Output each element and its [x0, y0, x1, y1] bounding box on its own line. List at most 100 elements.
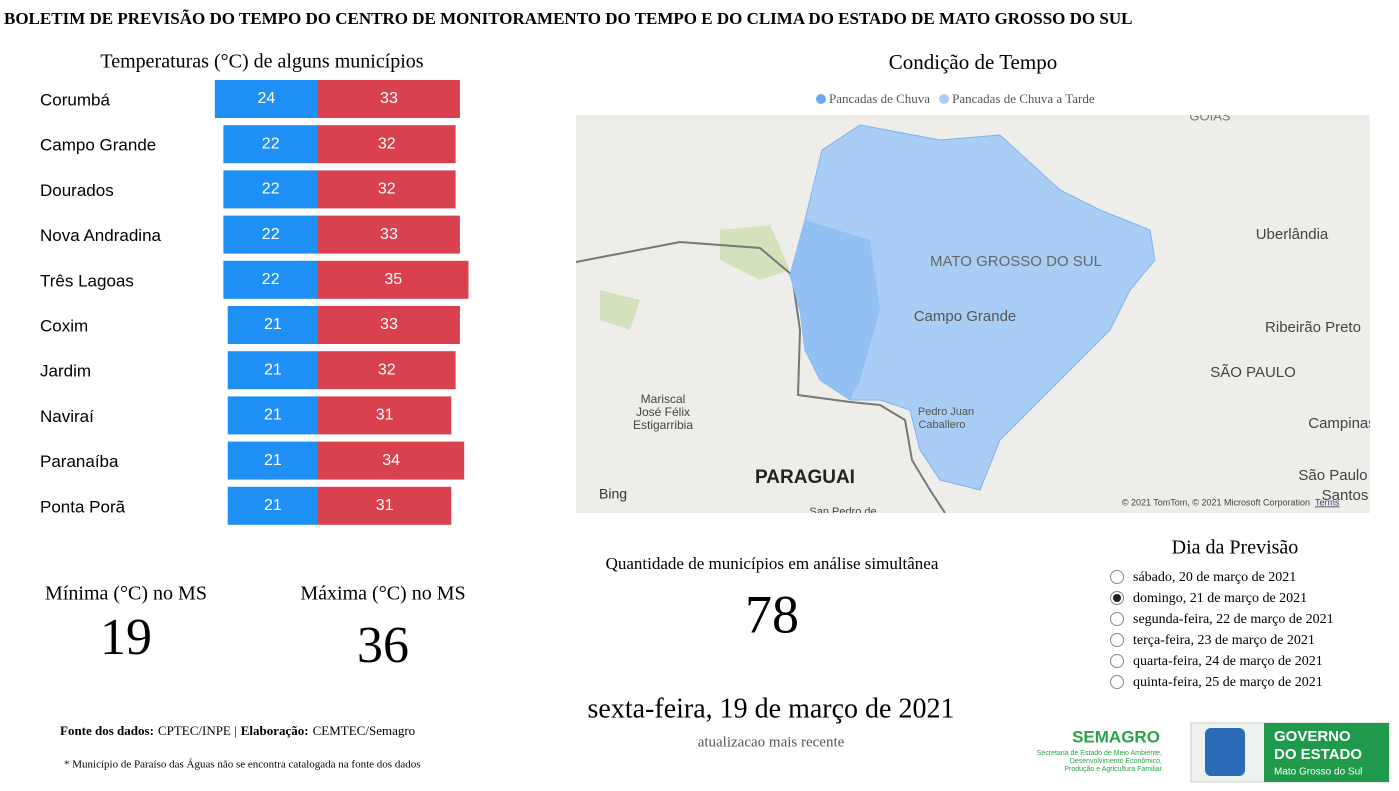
- min-label: 24: [258, 90, 276, 107]
- max-bar: [318, 351, 456, 390]
- min-bar: [223, 215, 318, 254]
- max-label: 32: [378, 181, 396, 198]
- min-label: 22: [262, 226, 280, 243]
- max-label: 34: [382, 452, 400, 469]
- category-label: Corumbá: [40, 90, 110, 109]
- category-label: Jardim: [40, 362, 91, 381]
- legend-dot: [939, 94, 950, 104]
- min-label: 21: [264, 452, 282, 469]
- radio[interactable]: [1110, 675, 1124, 689]
- min-label: 21: [264, 361, 282, 378]
- page-title: BOLETIM DE PREVISÃO DO TEMPO DO CENTRO D…: [4, 9, 1132, 28]
- min-label: 22: [262, 135, 280, 152]
- radio[interactable]: [1110, 633, 1124, 647]
- max-label: 35: [384, 271, 402, 288]
- max-label: 32: [378, 361, 396, 378]
- radio[interactable]: [1110, 612, 1124, 626]
- ms-region: [790, 220, 880, 400]
- max-bar: [318, 486, 452, 525]
- map-label: Pedro Juan: [918, 406, 974, 418]
- max-bar: [318, 441, 465, 480]
- category-label: Paranaíba: [40, 452, 119, 471]
- min-label: 21: [264, 497, 282, 514]
- max-label: 33: [380, 226, 398, 243]
- source-part: Elaboração:: [241, 723, 309, 738]
- semagro-sub: Desenvolvimento Econômico,: [1070, 758, 1162, 765]
- map-green: [600, 225, 790, 330]
- min-bar: [227, 351, 318, 390]
- map-label: São Paulo: [1298, 467, 1367, 484]
- map-label: Caballero: [918, 419, 965, 431]
- legend-label: Pancadas de Chuva a Tarde: [952, 91, 1095, 106]
- max-bar: [318, 260, 469, 299]
- source-part: CPTEC/INPE |: [158, 723, 237, 738]
- map-label: Estigarribia: [633, 418, 693, 432]
- min-bar: [214, 80, 318, 118]
- source-part: Fonte dos dados:: [60, 723, 154, 738]
- max-bar: [318, 215, 460, 254]
- border: [576, 240, 946, 513]
- map-label: Mariscal: [641, 392, 686, 406]
- radio-label[interactable]: terça-feira, 23 de março de 2021: [1133, 633, 1315, 648]
- map-label: SÃO PAULO: [1210, 364, 1296, 381]
- attribution: © 2021 TomTom, © 2021 Microsoft Corporat…: [1122, 497, 1310, 507]
- map-label: PARAGUAI: [755, 467, 855, 488]
- radio-label[interactable]: segunda-feira, 22 de março de 2021: [1133, 612, 1334, 627]
- radio-dot[interactable]: [1113, 594, 1121, 602]
- min-bar: [223, 170, 318, 209]
- map-label: MATO GROSSO DO SUL: [930, 253, 1102, 270]
- gov-crest: [1205, 728, 1245, 776]
- chart-title: Temperaturas (°C) de alguns municípios: [100, 51, 423, 73]
- radio-label[interactable]: quarta-feira, 24 de março de 2021: [1133, 654, 1323, 669]
- radio[interactable]: [1110, 570, 1124, 584]
- category-label: Nova Andradina: [40, 226, 162, 245]
- max-label: 31: [376, 407, 394, 424]
- radio-label[interactable]: quinta-feira, 25 de março de 2021: [1133, 675, 1323, 690]
- min-bar: [227, 486, 318, 525]
- kpi-label: Máxima (°C) no MS: [300, 583, 465, 605]
- category-label: Três Lagoas: [40, 271, 134, 290]
- radio-label[interactable]: sábado, 20 de março de 2021: [1133, 570, 1296, 585]
- map-label: Ribeirão Preto: [1265, 319, 1361, 336]
- map-label: Campinas: [1308, 415, 1376, 432]
- min-bar: [223, 260, 318, 299]
- max-label: 31: [376, 497, 394, 514]
- max-bar: [318, 170, 456, 209]
- legend-dot: [816, 94, 826, 104]
- map-label: GOIÁS: [1189, 108, 1231, 123]
- map: GOIÁS Uberlândia MATO GROSSO DO SUL Campo G…: [576, 108, 1376, 513]
- max-label: 33: [380, 316, 398, 333]
- max-bar: [318, 125, 456, 164]
- min-label: 22: [262, 181, 280, 198]
- min-bar: [227, 441, 318, 480]
- category-label: Naviraí: [40, 407, 94, 426]
- max-bar: [318, 306, 460, 344]
- map-label: Campo Grande: [914, 308, 1017, 325]
- gov-line: DO ESTADO: [1274, 746, 1362, 763]
- terms-link[interactable]: Terms: [1315, 497, 1340, 507]
- min-label: 22: [262, 271, 280, 288]
- category-label: Campo Grande: [40, 136, 156, 155]
- kpi-value: 19: [100, 609, 152, 666]
- semagro-sub: Secretaria de Estado de Meio Ambiente,: [1037, 750, 1162, 757]
- date-label: sexta-feira, 19 de março de 2021: [588, 693, 955, 724]
- gov-line: Mato Grosso do Sul: [1274, 767, 1362, 778]
- map-label: José Félix: [636, 405, 690, 419]
- bing-logo: Bing: [599, 486, 627, 502]
- radio[interactable]: [1110, 654, 1124, 668]
- map-label: Uberlândia: [1256, 226, 1329, 243]
- semagro-sub: Produção e Agricultura Familiar: [1064, 766, 1162, 773]
- footnote: * Município de Paraíso das Águas não se …: [64, 759, 420, 771]
- radio-label[interactable]: domingo, 21 de março de 2021: [1133, 591, 1307, 606]
- source-part: CEMTEC/Semagro: [313, 723, 416, 738]
- date-caption: atualizacao mais recente: [698, 734, 845, 750]
- max-label: 32: [378, 135, 396, 152]
- category-label: Dourados: [40, 181, 114, 200]
- category-label: Coxim: [40, 316, 88, 335]
- min-bar: [227, 306, 318, 344]
- max-bar: [318, 80, 460, 118]
- min-label: 21: [264, 316, 282, 333]
- max-bar: [318, 396, 452, 435]
- min-label: 21: [264, 407, 282, 424]
